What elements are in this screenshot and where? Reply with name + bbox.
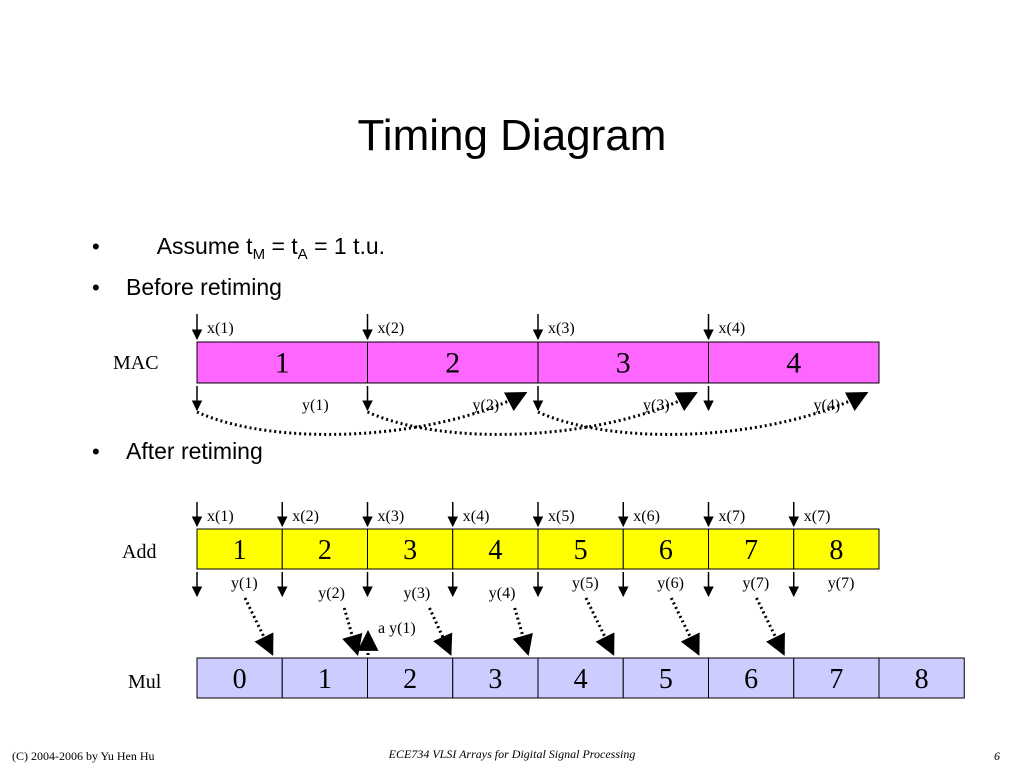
dotted-arrow	[584, 597, 615, 656]
text-part: = 1 t.u.	[308, 233, 385, 259]
input-label: x(2)	[292, 508, 319, 525]
cell-value: 0	[233, 664, 247, 695]
dotted-arrow	[669, 597, 700, 656]
output-label: y(4)	[489, 585, 516, 602]
row-label: Add	[122, 541, 156, 563]
bullet-mark: •	[92, 439, 100, 464]
cell	[708, 341, 880, 384]
footer-center: ECE734 VLSI Arrays for Digital Signal Pr…	[388, 747, 636, 761]
bullet-mark: •	[92, 275, 100, 300]
output-label: y(2)	[473, 397, 500, 414]
text-part: Assume t	[157, 233, 253, 259]
output-label: y(7)	[828, 575, 855, 592]
annotation: a y(1)	[378, 620, 416, 637]
cell-value: 1	[275, 347, 290, 380]
cell-value: 4	[488, 535, 502, 566]
cell-value: 8	[829, 535, 843, 566]
input-label: x(4)	[463, 508, 490, 525]
cell-value: 1	[318, 664, 332, 695]
cell	[196, 341, 368, 384]
dotted-arrow	[537, 391, 869, 436]
dotted-arrow	[342, 607, 363, 657]
input-label: x(1)	[207, 320, 234, 337]
output-label: y(1)	[302, 397, 329, 414]
page-number: 6	[994, 749, 1000, 763]
dotted-arrow	[755, 597, 786, 656]
cell-value: 4	[786, 347, 801, 380]
slide-title: Timing Diagram	[358, 111, 667, 160]
cell-value: 3	[616, 347, 631, 380]
cell-value: 4	[574, 664, 588, 695]
output-label: y(1)	[231, 575, 258, 592]
cell	[622, 657, 709, 699]
cell-value: 7	[744, 535, 758, 566]
diagram: 1 2 3 4 x(1) x(2) x(3) x(4) y(1) y(2) y(3) y(4) 1 2 3 4…	[191, 314, 965, 699]
text-part: = t	[265, 233, 298, 259]
input-label: x(6)	[633, 508, 660, 525]
output-label: y(6)	[657, 575, 684, 592]
cell	[793, 657, 880, 699]
row-label: Mul	[128, 671, 162, 693]
cell-value: 2	[318, 535, 332, 566]
bullet-mark: •	[92, 234, 100, 259]
subscript: A	[298, 246, 308, 263]
cell	[196, 528, 283, 570]
cell	[878, 657, 965, 699]
output-label: y(3)	[404, 585, 431, 602]
cell	[708, 657, 795, 699]
footer-left: (C) 2004-2006 by Yu Hen Hu	[12, 749, 155, 763]
cell	[281, 657, 368, 699]
input-label: x(3)	[548, 320, 575, 337]
cell-value: 5	[574, 535, 588, 566]
cell-value: 3	[488, 664, 502, 695]
cell-value: 5	[659, 664, 673, 695]
dotted-arrow	[428, 607, 453, 656]
cell	[452, 528, 539, 570]
dotted-arrow	[366, 391, 698, 436]
output-label: y(4)	[814, 397, 841, 414]
cell-value: 1	[233, 535, 247, 566]
dotted-arrow	[196, 391, 528, 436]
output-label: y(7)	[743, 575, 770, 592]
input-label: x(2)	[378, 320, 405, 337]
output-label: y(2)	[318, 585, 345, 602]
cell	[367, 341, 539, 384]
output-label: y(5)	[572, 575, 599, 592]
dotted-arrow	[243, 597, 274, 656]
cell	[537, 657, 624, 699]
row-label: MAC	[113, 352, 159, 374]
input-label: x(7)	[804, 508, 831, 525]
bullet-text: After retiming	[126, 438, 263, 464]
cell-value: 2	[445, 347, 460, 380]
dotted-arrow	[512, 607, 533, 657]
cell-value: 6	[659, 535, 673, 566]
bullet-text: Assume tM = tA = 1 t.u.	[126, 233, 404, 263]
cell-value: 6	[744, 664, 758, 695]
input-label: x(1)	[207, 508, 234, 525]
input-label: x(3)	[378, 508, 405, 525]
cell	[281, 528, 368, 570]
cell	[793, 528, 880, 570]
output-label: y(3)	[643, 397, 670, 414]
cell-value: 8	[915, 664, 929, 695]
input-label: x(4)	[719, 320, 746, 337]
bullet-text: Before retiming	[126, 274, 282, 300]
cell-value: 3	[403, 535, 417, 566]
input-label: x(7)	[719, 508, 746, 525]
subscript: M	[253, 246, 266, 263]
cell-value: 7	[829, 664, 843, 695]
cell-value: 2	[403, 664, 417, 695]
cell	[367, 657, 454, 699]
cell	[452, 657, 539, 699]
cell	[622, 528, 709, 570]
input-label: x(5)	[548, 508, 575, 525]
